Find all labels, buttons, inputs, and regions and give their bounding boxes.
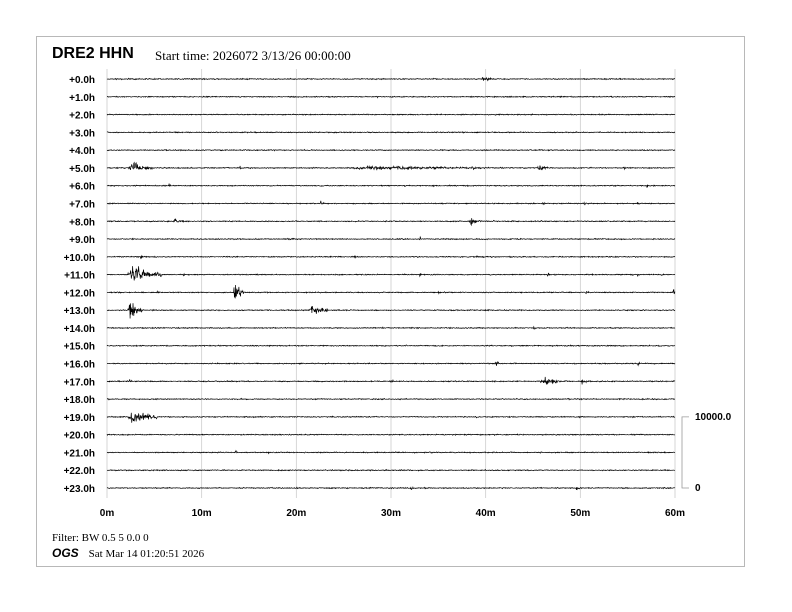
row-label: +9.0h [69,235,95,246]
row-label: +19.0h [64,413,95,424]
trace-line [107,397,675,401]
trace-line [106,200,676,206]
x-tick-label: 30m [381,508,401,519]
trace-line [106,468,676,472]
x-tick-label: 20m [286,508,306,519]
row-label: +3.0h [69,128,95,139]
row-label: +22.0h [64,466,95,477]
row-label: +16.0h [64,360,95,371]
trace-line [106,325,676,330]
trace-line [106,303,676,319]
trace-line [106,433,676,437]
trace-line [106,449,676,455]
trace-line [106,412,676,423]
row-label: +7.0h [69,199,95,210]
row-label: +10.0h [64,253,95,264]
filter-info: Filter: BW 0.5 5 0.0 0 [52,532,149,544]
x-tick-label: 60m [665,508,685,519]
row-label: +17.0h [64,377,95,388]
row-label: +20.0h [64,431,95,442]
row-label: +2.0h [69,111,95,122]
scale-top-label: 10000.0 [695,412,732,423]
trace-line [106,235,676,241]
amplitude-scale-bar [681,416,689,489]
trace-line [106,376,676,385]
trace-line [106,148,676,152]
row-label: +4.0h [69,146,95,157]
trace-line [106,161,676,171]
trace-line [106,344,676,348]
trace-line [106,218,676,227]
trace-line [106,266,676,281]
row-label: +12.0h [64,288,95,299]
scale-bottom-label: 0 [695,483,701,494]
agency-label: OGS [52,546,79,560]
row-label: +5.0h [69,164,95,175]
trace-line [107,360,676,367]
trace-line [106,113,676,116]
trace-line [106,76,676,82]
row-label: +21.0h [64,448,95,459]
row-label: +15.0h [64,342,95,353]
start-time: Start time: 2026072 3/13/26 00:00:00 [155,48,351,63]
row-label: +8.0h [69,217,95,228]
x-tick-label: 0m [100,508,115,519]
trace-line [106,284,676,299]
row-label: +13.0h [64,306,95,317]
trace-line [106,131,676,134]
row-label: +0.0h [69,75,95,86]
plot-frame [36,36,745,567]
row-label: +1.0h [69,93,95,104]
row-label: +6.0h [69,182,95,193]
station-title: DRE2 HHN [52,45,134,62]
trace-line [106,486,676,491]
plot-timestamp: Sat Mar 14 01:20:51 2026 [88,548,205,560]
row-label: +18.0h [64,395,95,406]
trace-line [106,254,676,260]
row-label: +11.0h [64,271,95,282]
x-tick-label: 40m [476,508,496,519]
row-label: +23.0h [64,484,95,495]
trace-line [106,183,676,188]
row-label: +14.0h [64,324,95,335]
x-tick-label: 50m [570,508,590,519]
trace-line [107,95,676,99]
x-tick-label: 10m [192,508,212,519]
footer-info: OGS Sat Mar 14 01:20:51 2026 [52,546,204,560]
